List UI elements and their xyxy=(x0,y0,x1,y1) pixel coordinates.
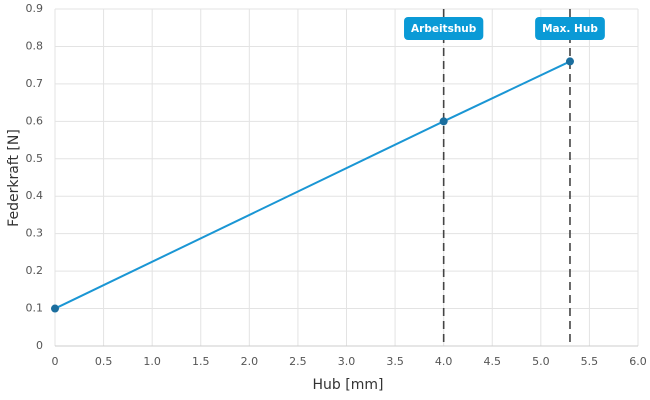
y-tick-label: 0.7 xyxy=(26,77,44,90)
x-tick-label: 4.0 xyxy=(435,355,453,368)
y-tick-label: 0.1 xyxy=(26,302,44,315)
y-tick-label: 0.3 xyxy=(26,227,44,240)
x-tick-label: 0.5 xyxy=(95,355,113,368)
annotation-label: Max. Hub xyxy=(542,23,598,35)
x-tick-label: 2.5 xyxy=(289,355,307,368)
y-tick-label: 0.5 xyxy=(26,152,44,165)
y-tick-label: 0 xyxy=(36,339,43,352)
x-tick-label: 1.5 xyxy=(192,355,210,368)
y-tick-label: 0.8 xyxy=(26,39,44,52)
x-tick-label: 1.0 xyxy=(143,355,161,368)
x-tick-label: 0 xyxy=(52,355,59,368)
annotation-box xyxy=(404,17,484,40)
x-tick-label: 3.5 xyxy=(386,355,404,368)
y-axis-title: Federkraft [N] xyxy=(6,129,22,227)
y-tick-label: 0.6 xyxy=(26,114,44,127)
x-tick-label: 5.5 xyxy=(581,355,599,368)
annotation: Max. Hub xyxy=(535,17,605,40)
data-point xyxy=(51,304,59,313)
annotation-label: Arbeitshub xyxy=(411,23,477,35)
annotation-box xyxy=(535,17,605,40)
x-tick-label: 6.0 xyxy=(629,355,647,368)
x-axis-title: Hub [mm] xyxy=(313,377,384,393)
x-tick-label: 5.0 xyxy=(532,355,550,368)
x-tick-label: 3.0 xyxy=(338,355,356,368)
y-tick-label: 0.4 xyxy=(26,189,44,202)
data-point xyxy=(439,117,448,126)
x-tick-label: 4.5 xyxy=(484,355,502,368)
x-tick-label: 2.0 xyxy=(241,355,259,368)
y-tick-label: 0.2 xyxy=(26,264,44,277)
annotation: Arbeitshub xyxy=(404,17,484,40)
y-tick-label: 0.9 xyxy=(26,2,44,15)
data-point xyxy=(565,57,574,66)
